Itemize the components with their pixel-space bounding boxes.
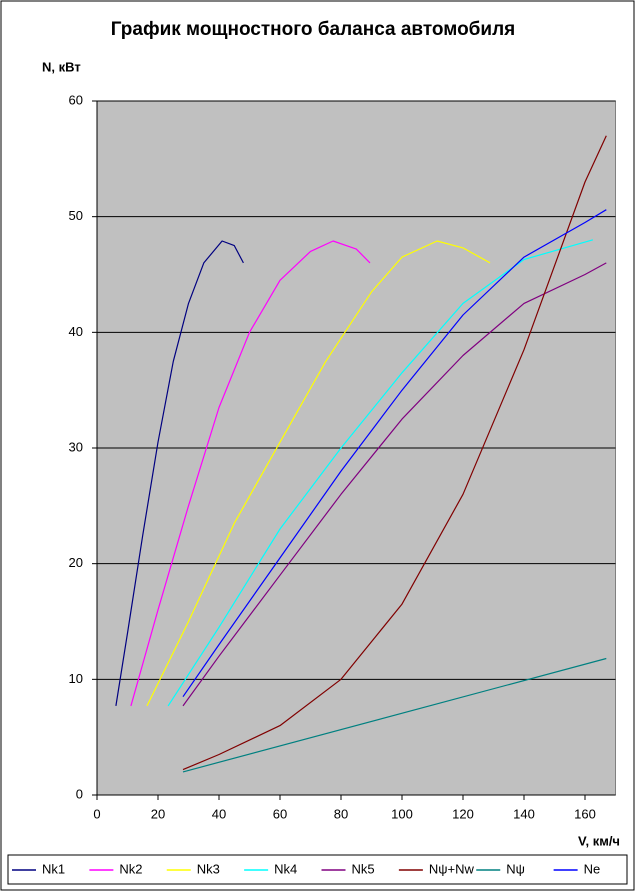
series-line [182, 135, 607, 771]
legend-label: Ne [584, 861, 601, 876]
y-tick-label: 30 [69, 439, 83, 454]
legend-label: Nk4 [274, 861, 297, 876]
x-tick-label: 20 [151, 806, 165, 821]
x-tick-label: 80 [334, 806, 348, 821]
x-tick-label: 40 [212, 806, 226, 821]
series-line [130, 240, 371, 707]
legend-label: Nk5 [352, 861, 375, 876]
series-line [182, 657, 607, 773]
legend-label: Nk1 [42, 861, 65, 876]
series-line [115, 240, 244, 706]
x-tick-label: 100 [391, 806, 413, 821]
x-tick-label: 140 [513, 806, 535, 821]
y-tick-label: 20 [69, 555, 83, 570]
y-tick-label: 0 [76, 786, 83, 801]
y-axis-title: N, кВт [42, 59, 81, 74]
series-line [182, 262, 607, 707]
legend-label: Nψ [506, 861, 525, 876]
series-line [146, 240, 491, 707]
x-axis-title: V, км/ч [578, 833, 620, 848]
legend-label: Nψ+Nw [429, 861, 475, 876]
x-tick-label: 60 [273, 806, 287, 821]
y-tick-label: 40 [69, 324, 83, 339]
legend-label: Nk3 [197, 861, 220, 876]
chart-title: График мощностного баланса автомобиля [111, 19, 516, 40]
y-tick-label: 10 [69, 671, 83, 686]
x-tick-label: 0 [93, 806, 100, 821]
series-line [182, 209, 607, 698]
legend-label: Nk2 [119, 861, 142, 876]
y-tick-label: 60 [69, 92, 83, 107]
y-tick-label: 50 [69, 208, 83, 223]
x-tick-label: 160 [574, 806, 596, 821]
x-tick-label: 120 [452, 806, 474, 821]
